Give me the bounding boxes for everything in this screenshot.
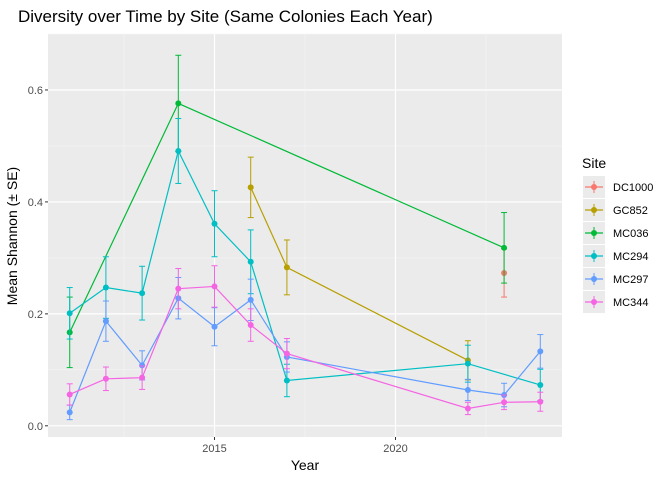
series-mc344 [66,265,544,416]
data-point [66,391,73,398]
grid-minor [48,33,562,437]
data-point [66,310,73,317]
legend-key-point [591,253,597,259]
legend-label: GC852 [613,205,648,217]
data-point [211,220,218,227]
data-point [211,323,218,330]
legend-title: Site [582,155,606,171]
data-point [247,296,254,303]
data-point [102,284,109,291]
data-point [211,283,218,290]
data-point [139,290,146,297]
legend: Site DC1000 GC852 MC036 MC294 MC297 MC344 [582,155,653,313]
legend-label: MC297 [613,274,648,286]
grid-major [48,34,562,437]
data-point [464,360,471,367]
data-point [537,348,544,355]
legend-label: MC344 [613,297,648,309]
data-point [102,318,109,325]
chart-title: Diversity over Time by Site (Same Coloni… [18,7,433,26]
legend-item-mc344: MC344 [583,291,648,313]
x-axis-title: Year [291,457,320,473]
y-axis-title: Mean Shannon (± SE) [4,167,20,305]
data-point [464,386,471,393]
data-point [247,258,254,265]
data-point [247,184,254,191]
legend-item-gc852: GC852 [583,199,648,221]
legend-item-mc297: MC297 [583,268,648,290]
data-point [537,398,544,405]
data-point [102,375,109,382]
data-point [283,377,290,384]
data-point [283,264,290,271]
legend-item-mc294: MC294 [583,245,648,267]
legend-item-dc1000: DC1000 [583,176,653,198]
data-point [283,350,290,357]
y-tick-label: 0.6 [28,85,43,97]
y-tick-label: 0.2 [28,309,43,321]
legend-key-point [591,276,597,282]
legend-item-mc036: MC036 [583,222,648,244]
data-point [247,322,254,329]
legend-key-point [591,230,597,236]
legend-key-point [591,207,597,213]
data-point [139,362,146,369]
series-mc294 [66,118,544,402]
data-point [175,285,182,292]
x-tick-label: 2015 [202,443,226,455]
series-line [69,297,541,413]
series-line [69,285,541,410]
x-tick-label: 2020 [383,443,407,455]
data-point [175,147,182,154]
axis-layer: 2015 2020 0.0 0.2 0.4 0.6 [28,85,408,455]
data-point [501,244,508,251]
legend-label: MC294 [613,251,648,263]
legend-key-point [591,299,597,305]
legend-label: DC1000 [613,182,653,194]
data-point [66,409,73,416]
legend-key-point [591,184,597,190]
data-point [537,381,544,388]
data-point [139,374,146,381]
data-point [175,100,182,107]
legend-label: MC036 [613,228,648,240]
data-point [501,399,508,406]
data-point [464,405,471,412]
series-gc852 [247,156,471,381]
series-layer [66,54,544,421]
y-tick-label: 0.4 [28,197,43,209]
y-tick-label: 0.0 [28,421,43,433]
